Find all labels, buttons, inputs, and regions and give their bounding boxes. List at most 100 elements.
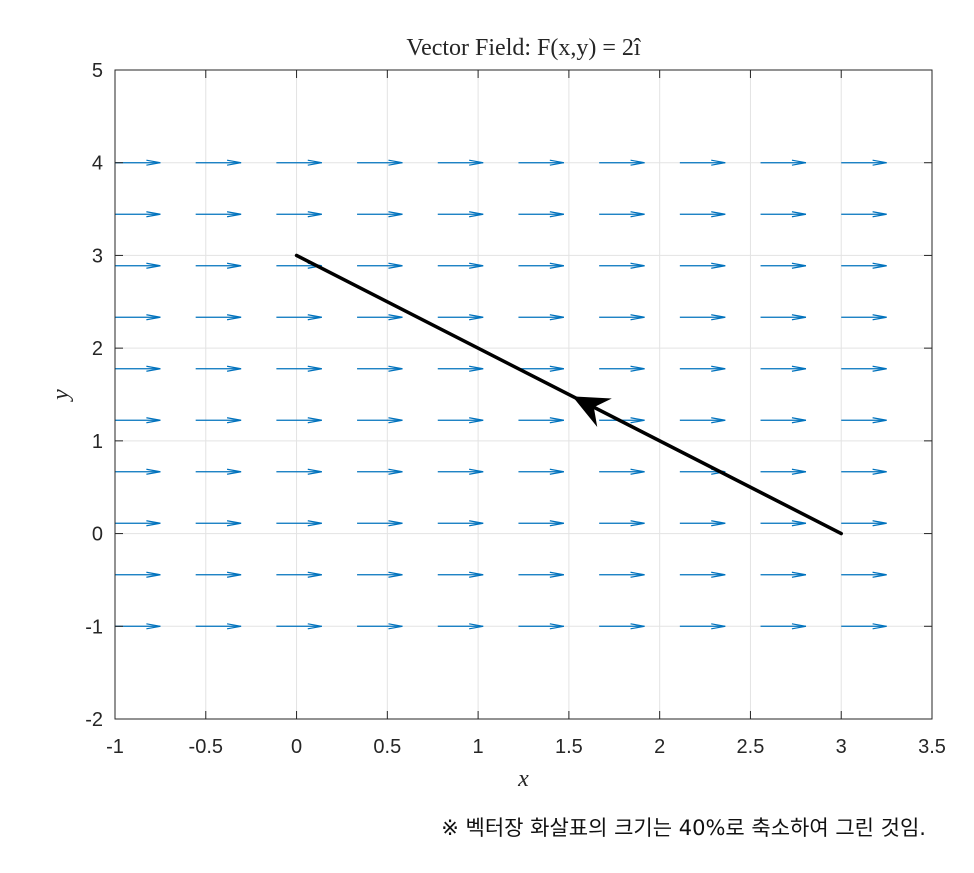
field-arrow-head [388,468,403,475]
field-arrow-head [872,417,887,424]
field-arrow-head [711,262,726,269]
field-arrow-head [549,159,564,166]
field-arrow [518,314,564,321]
field-arrow [679,520,726,527]
field-arrow [679,314,726,321]
field-arrow [841,571,887,578]
field-arrow [437,159,484,166]
field-arrow [115,365,161,372]
field-arrow [195,468,242,475]
field-arrow [276,417,322,424]
field-arrow-head [146,365,161,372]
field-arrow [357,314,403,321]
field-arrow-head [791,571,807,578]
field-arrow-head [630,468,645,475]
field-arrow-head [469,571,484,578]
field-arrow-head [711,365,726,372]
field-arrow [760,520,807,527]
field-arrow [599,520,645,527]
footnote: ※ 벡터장 화살표의 크기는 40%로 축소하여 그린 것임. [441,816,926,840]
field-arrow [518,159,564,166]
field-arrow [195,159,242,166]
field-arrow-head [872,520,887,527]
field-arrow-head [872,314,887,321]
y-tick-label: 2 [92,338,103,360]
field-arrow [437,520,484,527]
field-arrow [115,520,161,527]
field-arrow [195,314,242,321]
field-arrow [599,468,645,475]
field-arrow-head [549,262,564,269]
field-arrow [841,623,887,630]
field-arrow [679,365,726,372]
field-arrow-head [469,468,484,475]
field-arrow-head [711,520,726,527]
field-arrow-head [549,365,564,372]
field-arrow [841,159,887,166]
field-arrow [760,417,807,424]
field-arrow-head [388,365,403,372]
field-arrow-head [307,571,322,578]
field-arrow [679,262,726,269]
field-arrow [276,468,322,475]
field-arrow-head [469,520,484,527]
field-arrow-head [307,417,322,424]
field-arrow [760,262,807,269]
y-tick-label: -2 [85,709,103,731]
field-arrow [437,211,484,218]
field-arrow-head [226,468,242,475]
grid-lines [114,69,933,720]
field-arrow-head [146,571,161,578]
field-arrow [760,468,807,475]
field-arrow-head [872,211,887,218]
field-arrow-head [791,211,807,218]
field-arrow-head [549,314,564,321]
field-arrow-head [711,417,726,424]
field-arrow-head [791,314,807,321]
field-arrow-head [549,520,564,527]
field-arrow-head [146,468,161,475]
field-arrow [841,211,887,218]
field-arrow [115,314,161,321]
field-arrow [518,365,564,372]
field-arrow-head [549,468,564,475]
field-arrow-head [226,365,242,372]
field-arrow-head [469,211,484,218]
field-arrow-head [711,211,726,218]
field-arrow-head [469,623,484,630]
field-arrow [195,262,242,269]
field-arrow [357,417,403,424]
field-arrow-head [711,571,726,578]
field-arrow [357,159,403,166]
field-arrow [518,520,564,527]
field-arrow [760,159,807,166]
field-arrow [437,571,484,578]
field-arrow-head [226,314,242,321]
field-arrow [518,211,564,218]
field-arrow [841,314,887,321]
field-arrow [841,468,887,475]
path-direction-arrow [572,396,612,427]
field-arrow-head [549,417,564,424]
field-arrow-head [307,365,322,372]
field-arrow [437,365,484,372]
field-arrow-head [307,623,322,630]
field-arrow [437,314,484,321]
field-arrow [841,365,887,372]
field-arrow-head [630,623,645,630]
field-arrow-head [146,623,161,630]
x-tick-label: 3.5 [918,736,946,758]
y-tick-label: 1 [92,431,103,453]
field-arrow [518,623,564,630]
x-axis-label: x [517,766,529,792]
field-arrow [599,623,645,630]
field-arrow-head [872,365,887,372]
field-arrow-head [630,159,645,166]
x-tick-label: 0 [291,736,302,758]
field-arrow-head [630,314,645,321]
x-tick-label: 3 [836,736,847,758]
x-tick-label: 2 [654,736,665,758]
x-tick-label: 0.5 [373,736,401,758]
y-tick-label: 5 [92,60,103,82]
